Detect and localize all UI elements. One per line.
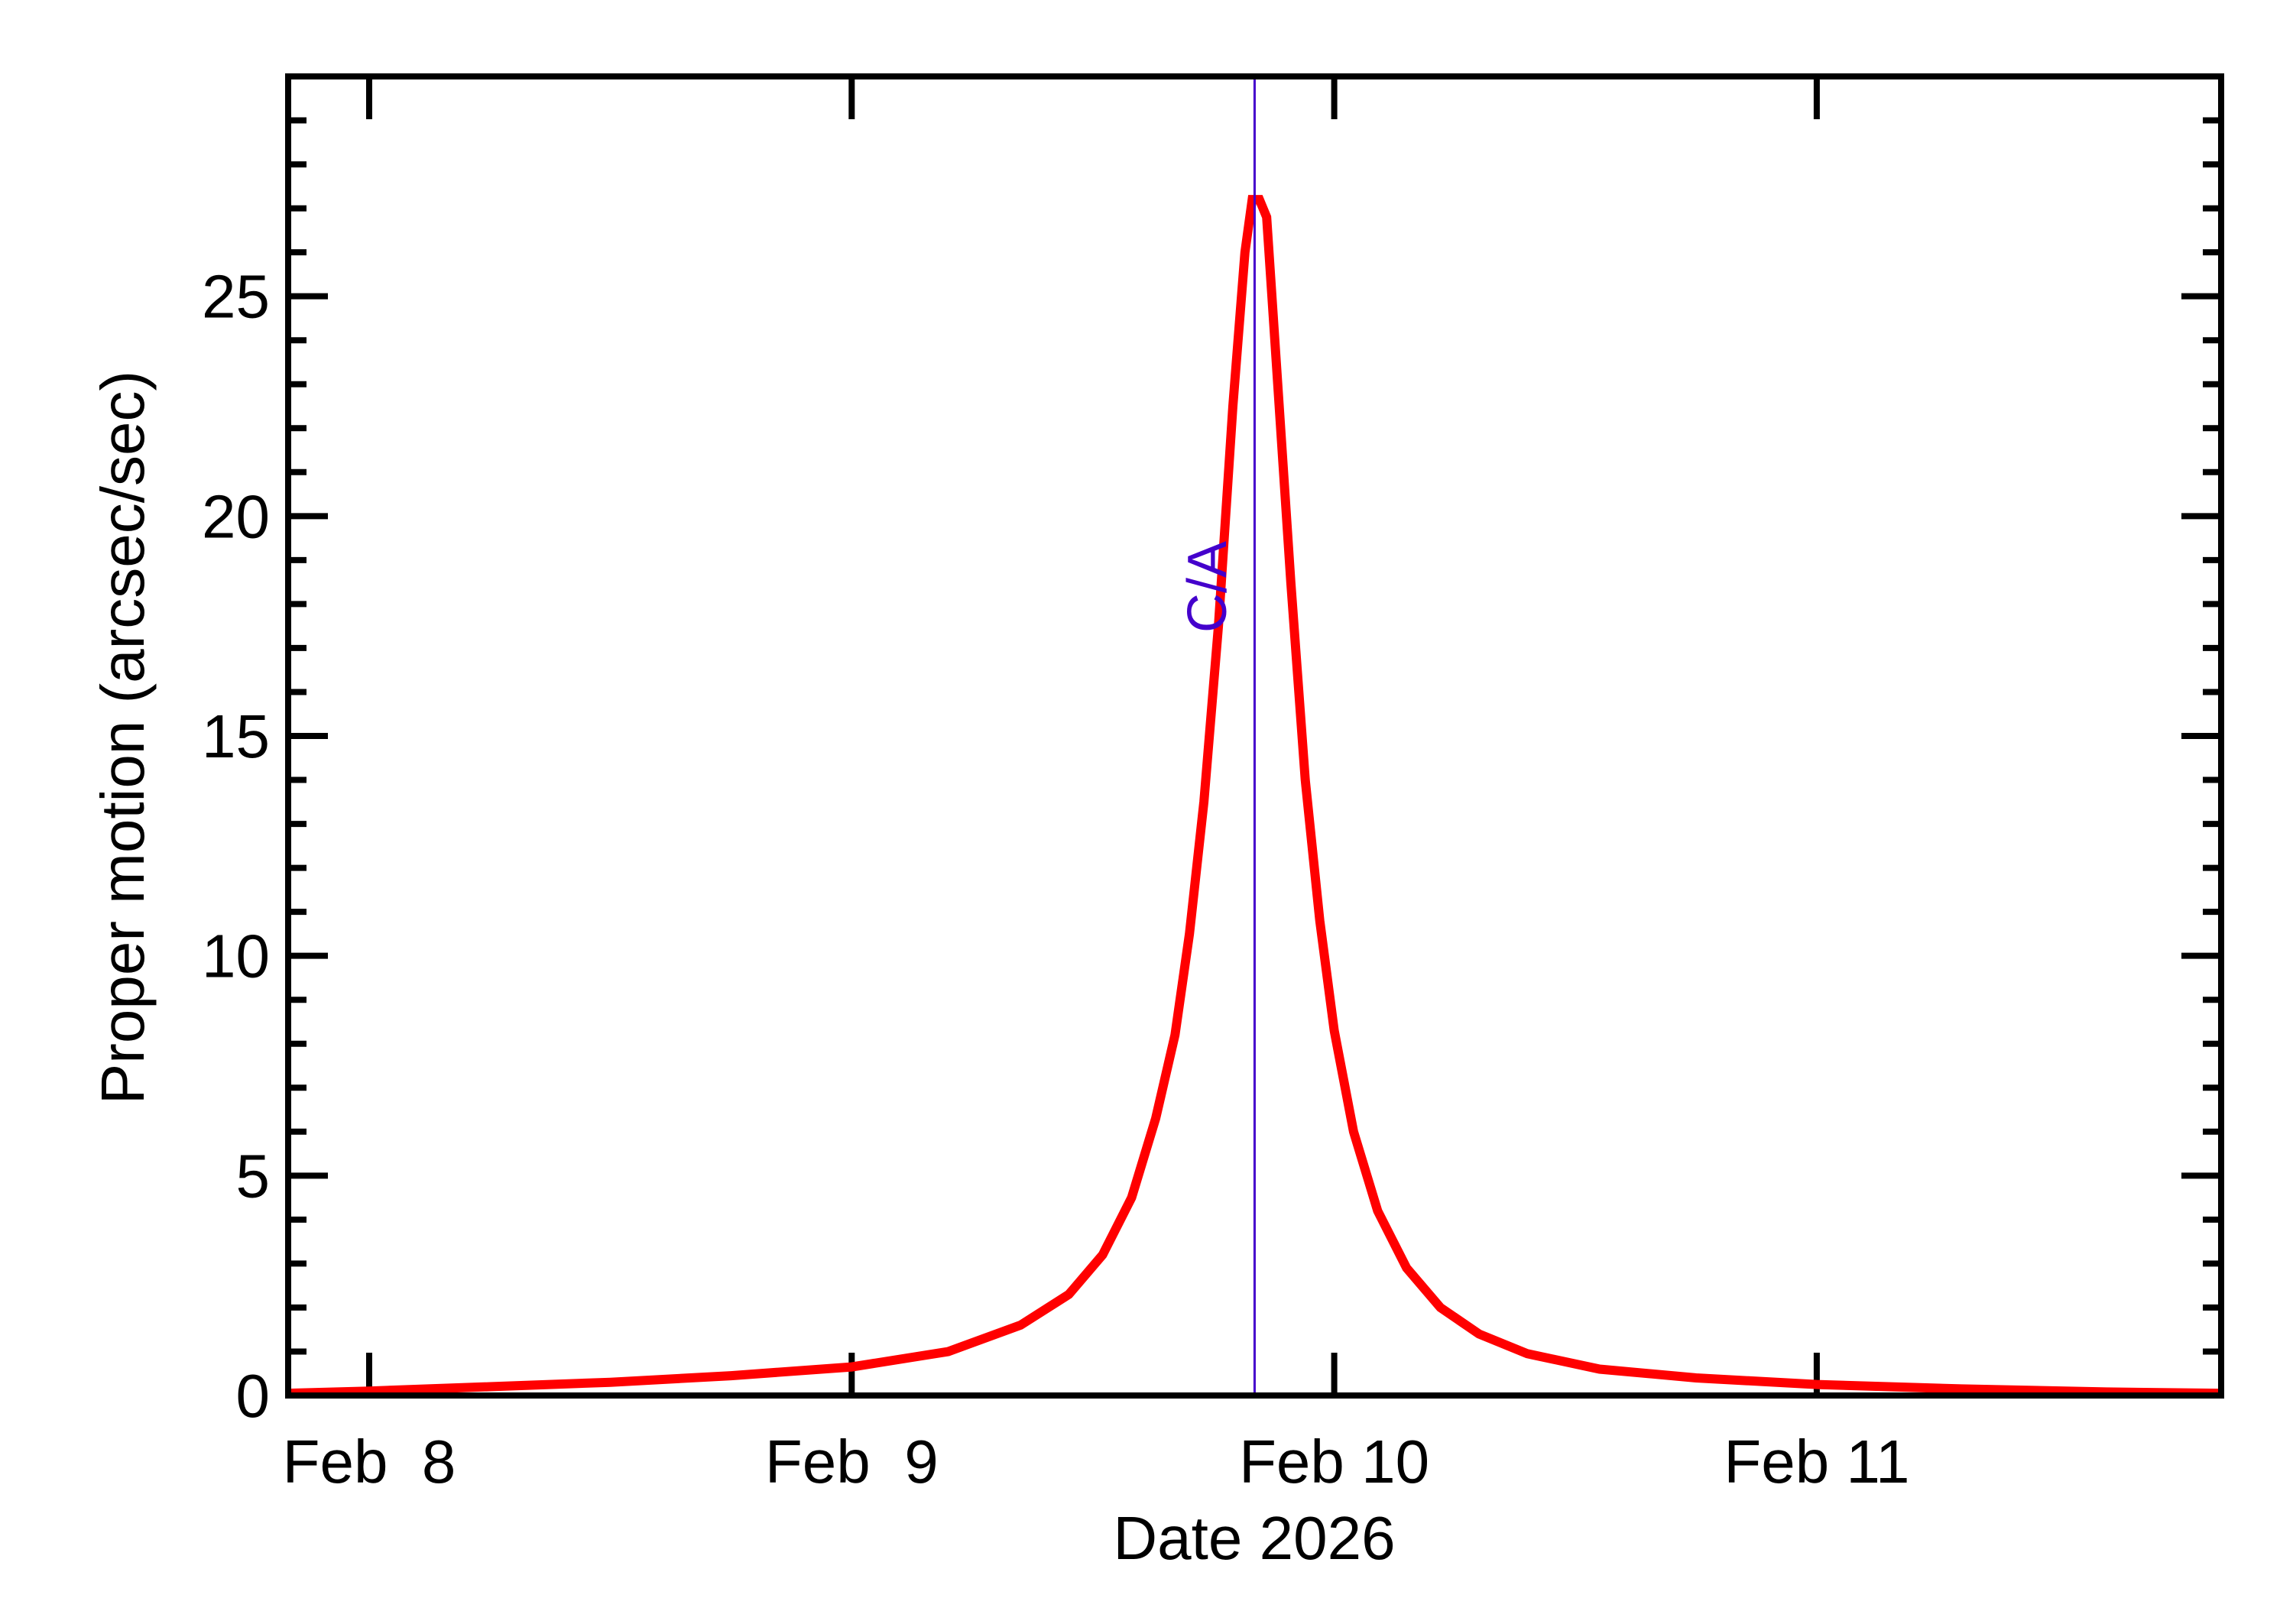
x-tick-label: Feb 11 [1724,1428,1909,1496]
x-tick-label: Feb 10 [1239,1428,1429,1496]
y-tick-label: 5 [236,1142,271,1210]
closest-approach-label: C/A [1177,541,1238,633]
y-tick-label: 0 [236,1362,271,1430]
y-tick-label: 25 [202,263,270,331]
proper-motion-curve [287,195,2220,1399]
plot-frame [285,73,2224,1399]
x-axis-title: Date 2026 [1113,1504,1395,1572]
x-tick-label: Feb 8 [283,1428,456,1496]
tick-labels: 0 5 10 15 20 25 Feb 8 Feb 9 Feb 10 Feb 11 [202,263,1909,1496]
y-tick-label: 15 [202,702,270,770]
y-tick-label: 10 [202,922,270,990]
y-tick-label: 20 [202,482,270,550]
y-axis-title: Proper motion (arcsec/sec) [89,371,157,1104]
x-tick-label: Feb 9 [765,1428,939,1496]
